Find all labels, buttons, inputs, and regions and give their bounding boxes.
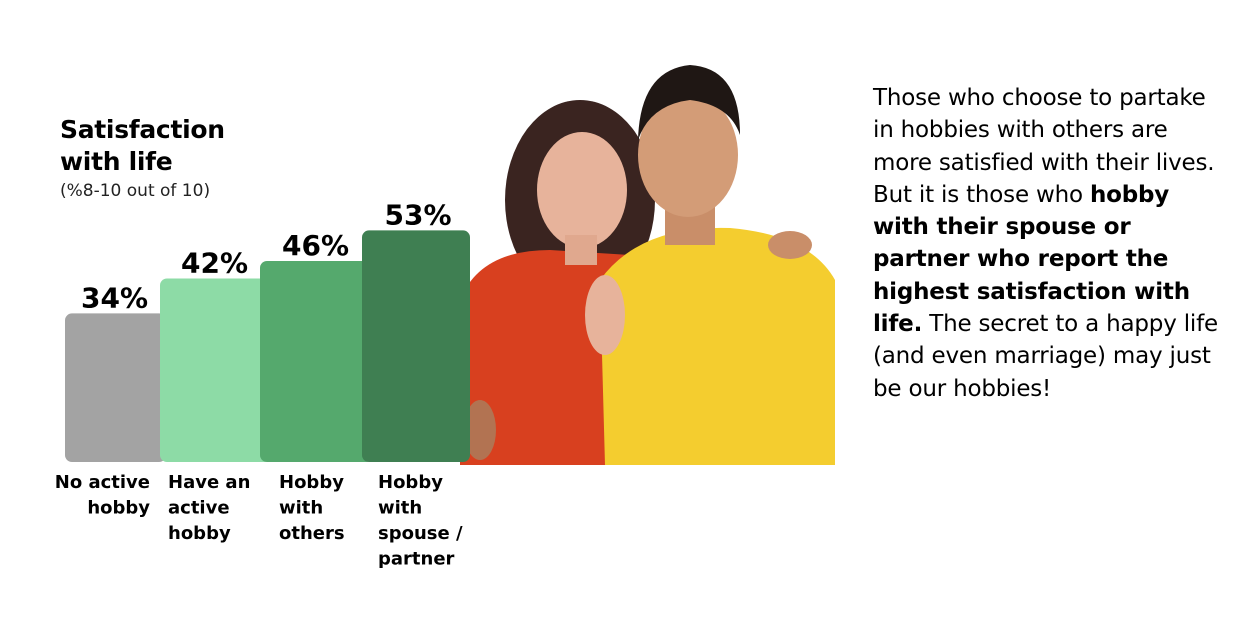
data-label: 42% (181, 246, 248, 279)
bar-0 (65, 313, 166, 462)
side-text-outro: The secret to a happy life (and even mar… (873, 311, 1218, 402)
category-label: No active hobby (55, 472, 150, 519)
category-label: Hobby with spouse / partner (378, 472, 463, 570)
side-text: Those who choose to partake in hobbies w… (873, 82, 1223, 405)
data-label: 34% (81, 281, 148, 314)
bar-3 (362, 230, 470, 462)
data-label: 46% (282, 229, 349, 262)
data-label: 53% (384, 198, 451, 231)
category-label: Hobby with others (279, 472, 345, 544)
side-text-intro: Those who choose to partake in hobbies w… (873, 85, 1215, 208)
bar-2 (260, 260, 373, 462)
bar-1 (160, 278, 271, 462)
chart-title: Satisfaction with life (60, 115, 225, 176)
category-label: Have an active hobby (168, 472, 250, 544)
bar-chart: 34% No active hobby 42% Have an active hobby 46… (55, 198, 470, 570)
side-text-bold: hobby with their spouse or partner who r… (873, 181, 1190, 338)
chart-subtitle: (%8-10 out of 10) (60, 181, 211, 201)
couple-photo (460, 65, 835, 465)
